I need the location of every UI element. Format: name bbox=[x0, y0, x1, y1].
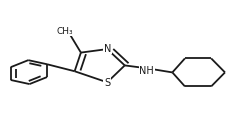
Text: N: N bbox=[104, 44, 111, 53]
Text: S: S bbox=[104, 78, 110, 88]
Text: NH: NH bbox=[139, 66, 154, 76]
Text: CH₃: CH₃ bbox=[56, 27, 73, 36]
